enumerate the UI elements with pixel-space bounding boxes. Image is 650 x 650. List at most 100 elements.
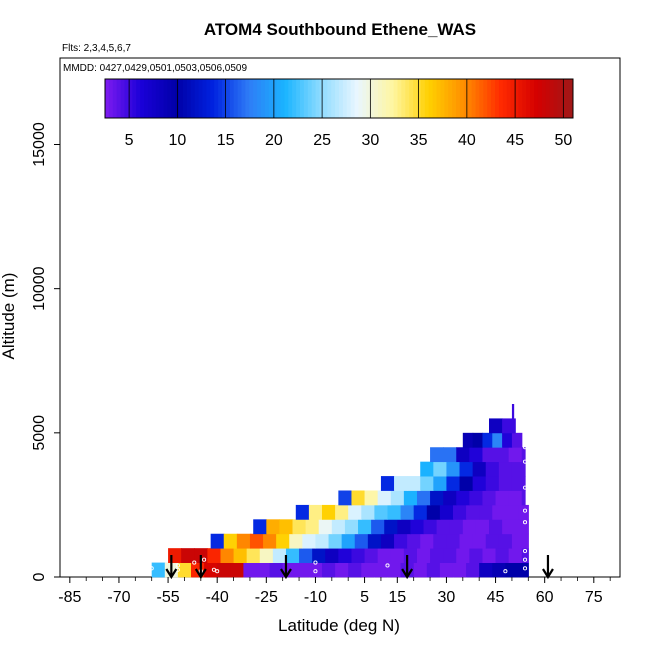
colorbar-segment [179,79,184,118]
heatmap-cell [269,562,284,578]
y-tick-label: 10000 [31,266,48,311]
heatmap-cell [479,562,493,578]
colorbar-segment [514,79,519,118]
colorbar-segment [202,79,207,118]
heatmap-cell [485,476,500,491]
heatmap-cell [263,533,277,549]
heatmap-cell [374,504,389,520]
heatmap-cell [456,548,470,563]
heatmap-cell [452,504,467,520]
y-tick-label: 5000 [31,415,48,451]
heatmap-cell [456,490,470,506]
colorbar [104,78,574,119]
heatmap-cell [318,519,333,535]
heatmap-cell [495,548,510,563]
colorbar-segment [565,79,570,118]
colorbar-segment [541,79,547,118]
y-axis-label: Altitude (m) [0,273,18,360]
colorbar-tick-label: 50 [554,132,572,149]
heatmap-cell [466,562,480,578]
colorbar-segment [292,79,297,118]
heatmap-cell [410,519,425,535]
sample-marker [522,566,528,571]
x-tick-label: -10 [304,589,327,606]
colorbar-segment [498,79,504,118]
colorbar-segment [233,79,239,118]
heatmap-cell [472,533,487,549]
colorbar-segment [417,79,422,118]
colorbar-segment [186,79,192,118]
colorbar-segment [171,79,176,118]
heatmap-cell [502,432,513,448]
colorbar-tick-label: 40 [458,132,476,149]
colorbar-segment [280,79,285,118]
colorbar-segment [448,79,453,118]
colorbar-segment [120,79,125,118]
colorbar-segment [549,79,554,118]
heatmap-cell [420,533,434,549]
heatmap-cell [472,432,484,448]
colorbar-segment [424,79,430,118]
colorbar-segment [346,79,352,118]
colorbar-segment [245,79,250,118]
colorbar-segment [385,79,391,118]
heatmap-cell [413,504,428,520]
heatmap-cell [177,562,192,578]
sample-marker [522,445,528,450]
heatmap-cell [380,533,395,549]
heatmap-cell [308,504,323,520]
heatmap-cell [348,562,362,578]
colorbar-segment [471,79,476,118]
colorbar-segment [163,79,168,118]
colorbar-segment [210,79,215,118]
heatmap-cell [220,548,235,563]
colorbar-segment [534,79,539,118]
heatmap-cell [498,476,513,491]
heatmap-cell [223,533,238,549]
colorbar-segment [374,79,379,118]
colorbar-segment [506,79,512,118]
heatmap-cell [430,548,444,563]
sample-marker [215,569,220,574]
heatmap-cell [364,548,379,563]
heatmap-cell [217,562,231,578]
colorbar-segment [444,79,449,118]
heatmap-cell [338,548,353,563]
colorbar-segment [147,79,153,118]
heatmap-cell [204,562,218,578]
heatmap-cell [495,490,510,506]
flight-arrow [401,555,414,580]
colorbar-segment [553,79,558,118]
heatmap-cell [387,504,402,520]
heatmap-cells [151,404,529,578]
heatmap-cell [380,476,395,491]
heatmap-cell [233,548,248,563]
heatmap-cell [511,432,523,448]
colorbar-segment [124,79,129,118]
heatmap-cell [433,461,448,477]
sample-marker [522,557,528,562]
heatmap-cell [426,504,441,520]
flight-arrow [165,555,178,580]
colorbar-segment [366,79,371,118]
heatmap-cell [305,519,320,535]
colorbar-segment [128,79,133,118]
colorbar-segment [303,79,309,118]
heatmap-cell [416,490,431,506]
colorbar-segment [225,79,231,118]
colorbar-ticks: 5 10 15 20 25 30 35 40 45 50 [125,79,572,149]
heatmap-cell [482,432,493,448]
heatmap-cell [472,461,487,477]
colorbar-segment [491,79,496,118]
colorbar-segment [557,79,562,118]
heatmap-cell [384,519,398,535]
colorbar-segment [502,79,508,118]
heatmap-cell [511,533,526,549]
x-axis-ticks: -85 -70 -55 -40 -25 -10 5 15 30 45 60 75 [58,577,611,606]
x-tick-label: 45 [487,589,505,606]
heatmap-cell [518,504,529,520]
colorbar-segment [428,79,434,118]
heatmap-cell [489,418,503,434]
heatmap-cell [469,447,484,463]
sample-marker [522,459,528,464]
